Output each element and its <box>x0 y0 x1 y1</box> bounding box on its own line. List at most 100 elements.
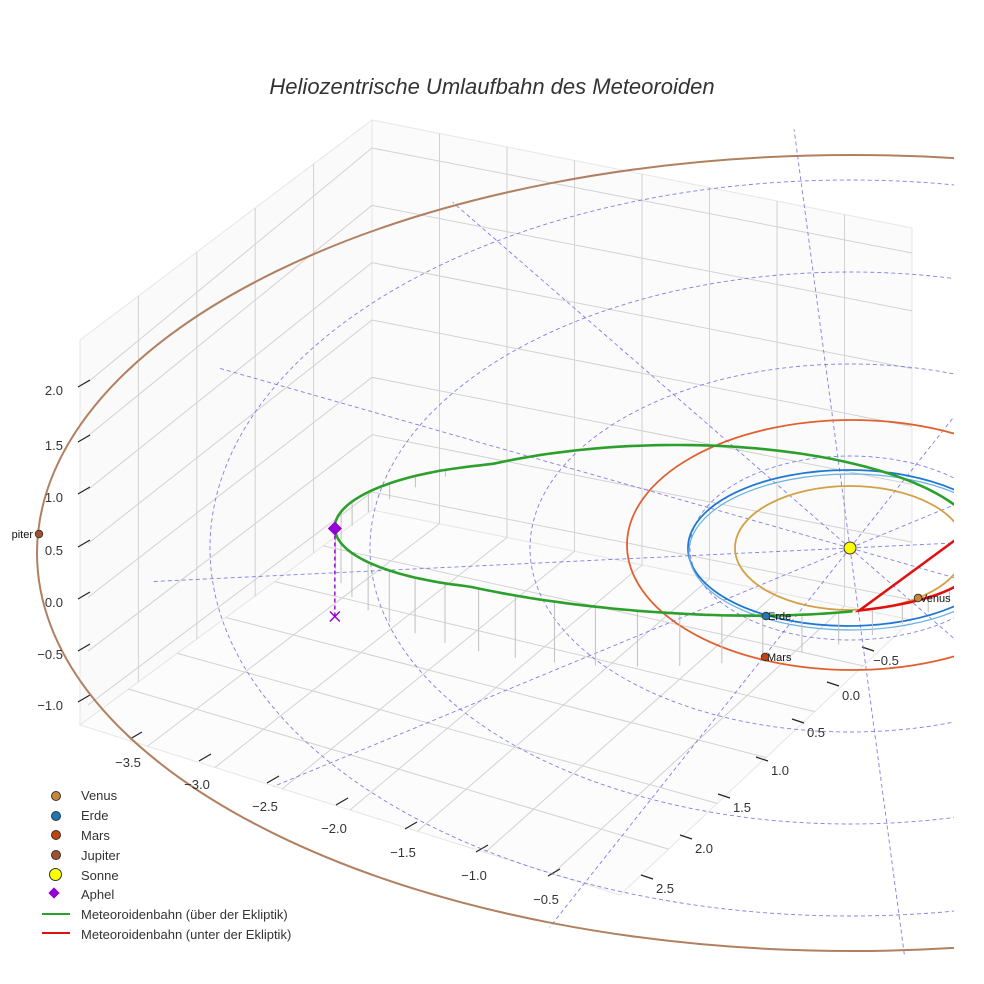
z-gridline <box>87 147 913 383</box>
venus-label: Venus <box>920 593 951 605</box>
legend-label: Meteoroidenbahn (über der Ekliptik) <box>81 907 288 923</box>
y-tick-mark <box>679 834 693 840</box>
aphel-marker <box>327 521 342 536</box>
z-gridline <box>87 376 913 598</box>
x-tick-mark <box>335 797 349 806</box>
x-tick-label: −3.0 <box>184 777 210 792</box>
ecliptic-spoke <box>549 547 851 928</box>
z-tick-mark <box>77 694 91 703</box>
x-tick-label: −1.0 <box>461 868 487 883</box>
venus-marker <box>913 593 923 603</box>
z-tick-label: −1.0 <box>37 698 63 713</box>
y-tick-mark <box>861 646 875 652</box>
legend-label: Jupiter <box>81 847 121 863</box>
ecliptic-spoke <box>217 367 851 549</box>
legend-label: Venus <box>81 788 118 804</box>
orbit-jupiter <box>36 154 954 952</box>
ecliptic-spoke <box>849 547 954 640</box>
ecliptic-spoke <box>849 415 954 549</box>
z-tick-label: 1.0 <box>45 490 63 505</box>
mars-marker <box>760 652 770 662</box>
floor-gridline <box>274 581 815 713</box>
legend-label: Mars <box>81 827 110 843</box>
orbit-mars <box>626 419 954 671</box>
legend-symbol <box>40 907 72 923</box>
legend-entry: Meteoroidenbahn (unter der Ekliptik) <box>40 925 291 945</box>
y-tick-label: 1.5 <box>733 800 751 815</box>
height-drop-lines <box>335 469 950 667</box>
y-tick-mark <box>791 718 805 724</box>
y-tick-label: 0.5 <box>807 725 825 740</box>
ecliptic-grid <box>152 129 954 955</box>
x-tick-label: −2.0 <box>321 821 347 836</box>
legend-symbol <box>40 788 72 804</box>
planet-labels: Venus Erde Mars piter <box>12 529 951 664</box>
z-tick-mark <box>77 379 91 388</box>
x-tick-mark <box>198 753 212 762</box>
y-tick-label: 1.0 <box>771 763 789 778</box>
ecliptic-ring <box>369 271 954 825</box>
tick-labels: −3.5 −3.0 −2.5 −2.0 −1.5 −1.0 −0.5 −0.5 0.0 0.5 1… <box>37 383 899 907</box>
jupiter-marker <box>34 529 44 539</box>
chart-title: Heliozentrische Umlaufbahn des Meteoroid… <box>269 74 715 99</box>
z-gridline <box>87 491 913 706</box>
meteoroid-orbit-below <box>854 539 954 613</box>
z-gridline <box>87 262 913 491</box>
z-tick-label: 0.5 <box>45 543 63 558</box>
legend-symbol <box>40 827 72 843</box>
legend-entry: Jupiter <box>40 845 291 865</box>
legend-label: Meteoroidenbahn (unter der Ekliptik) <box>81 926 292 942</box>
ecliptic-ring <box>209 179 954 917</box>
ecliptic-spoke <box>452 201 851 549</box>
meteoroid-orbit-above <box>333 443 954 618</box>
legend-symbol <box>40 847 72 863</box>
y-tick-mark <box>640 874 654 880</box>
x-tick-mark <box>266 775 280 784</box>
z-tick-mark <box>77 434 91 443</box>
legend-entry: Mars <box>40 826 291 846</box>
jupiter-label: piter <box>12 529 34 541</box>
ecliptic-spoke <box>793 129 851 549</box>
y-tick-labels: −0.5 0.0 0.5 1.0 1.5 2.0 2.5 <box>656 653 899 896</box>
legend-entry: Aphel <box>40 885 291 905</box>
x-tick-mark <box>475 844 489 853</box>
y-tick-mark <box>717 793 731 799</box>
legend-entry: Sonne <box>40 865 291 885</box>
z-tick-label: −0.5 <box>37 647 63 662</box>
ecliptic-ring <box>529 363 954 733</box>
erde-label: Erde <box>768 611 791 623</box>
y-tick-label: 2.5 <box>656 881 674 896</box>
orbit-erde-shadow <box>688 473 954 631</box>
y-tick-label: 0.0 <box>842 688 860 703</box>
ecliptic-spoke <box>849 547 905 955</box>
aphel-projection-cross <box>329 610 341 622</box>
ecliptic-spoke <box>152 547 851 583</box>
legend-symbol <box>40 887 72 903</box>
floor-gridline <box>225 617 767 758</box>
z-tick-label: 2.0 <box>45 383 63 398</box>
z-tick-mark <box>77 591 91 600</box>
z-tick-mark <box>77 539 91 548</box>
legend-label: Sonne <box>81 867 119 883</box>
y-tick-label: 2.0 <box>695 841 713 856</box>
x-tick-mark <box>129 731 143 740</box>
y-tick-mark <box>755 756 769 762</box>
x-tick-label: −0.5 <box>533 892 559 907</box>
floor-gridline <box>128 688 669 850</box>
markers: Venus Erde Mars piter <box>12 521 951 664</box>
z-tick-label: 0.0 <box>45 595 63 610</box>
legend-label: Erde <box>81 808 109 824</box>
orbit-venus <box>734 485 954 611</box>
z-tick-labels: 2.0 1.5 1.0 0.5 0.0 −0.5 −1.0 <box>37 383 63 713</box>
legend-symbol <box>40 867 72 883</box>
meteoroid-orbit <box>333 443 954 618</box>
z-tick-label: 1.5 <box>45 438 63 453</box>
axis-ticks <box>77 379 875 880</box>
legend: Venus Erde Mars Jupiter Sonne Aphel Meteoroide… <box>40 786 291 944</box>
orbit-erde <box>687 469 954 627</box>
z-gridline <box>87 204 913 437</box>
floor-gridline <box>177 652 718 804</box>
z-gridline <box>87 434 913 652</box>
plot-content: Venus Erde Mars piter <box>12 129 954 955</box>
